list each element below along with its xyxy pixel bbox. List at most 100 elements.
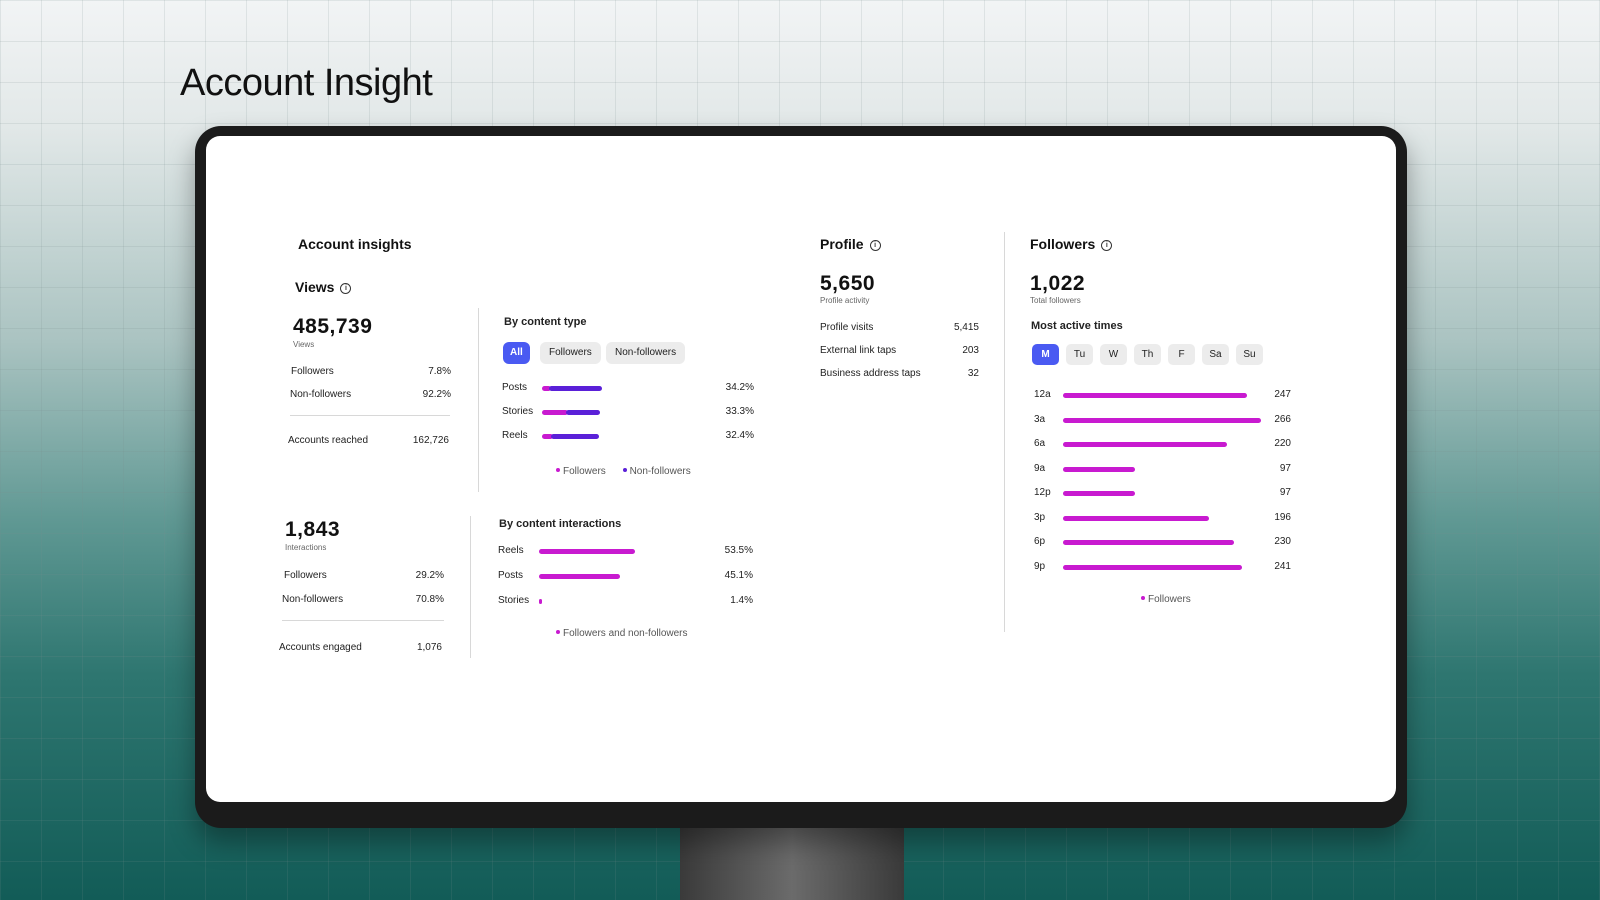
time-label-6p: 6p (1034, 536, 1046, 547)
non-followers-legend-dot (622, 468, 627, 472)
content-type-label-reels: Reels (502, 430, 528, 441)
interactions-caption: Interactions (285, 543, 327, 552)
views-total: 485,739 (293, 315, 373, 338)
active-time-value-6a: 220 (1274, 438, 1291, 449)
content-interactions-value-reels: 53.5% (724, 545, 753, 556)
non-followers-bar-reels (551, 434, 599, 439)
accounts-reached-label: Accounts reached (288, 435, 369, 446)
day-tab-w[interactable]: W (1100, 344, 1127, 365)
content-type-legend: Followers Non-followers (556, 466, 691, 477)
followers-total: 1,022 (1030, 272, 1086, 295)
followers-legend: Followers (1141, 594, 1191, 605)
monitor-stand (680, 820, 904, 900)
time-label-6a: 6a (1034, 438, 1046, 449)
divider (478, 308, 479, 492)
followers-header: Followers i (1030, 236, 1113, 252)
views-followers-value: 7.8% (428, 366, 451, 377)
monitor-screen: Account insights Views i 485,739 Views Fo… (206, 136, 1396, 802)
non-followers-bar-stories (566, 410, 601, 415)
content-type-label-stories: Stories (502, 406, 534, 417)
content-interactions-label-posts: Posts (498, 570, 524, 581)
info-icon[interactable]: i (869, 240, 881, 251)
day-tab-su[interactable]: Su (1236, 344, 1263, 365)
active-time-bar-6a (1063, 442, 1227, 447)
day-tab-m[interactable]: M (1032, 344, 1059, 365)
active-time-value-6p: 230 (1274, 536, 1291, 547)
legend-followers: Followers (563, 466, 606, 477)
accounts-engaged-label: Accounts engaged (279, 642, 362, 653)
external-link-taps-value: 203 (962, 345, 979, 356)
filter-non-followers[interactable]: Non-followers (606, 342, 686, 364)
content-interactions-label-reels: Reels (498, 545, 524, 556)
active-time-value-9p: 241 (1274, 560, 1291, 572)
divider (290, 415, 450, 416)
followers-caption: Total followers (1030, 296, 1081, 305)
followers-legend-dot (556, 468, 560, 472)
accounts-engaged-value: 1,076 (416, 642, 442, 653)
most-active-times-title: Most active times (1031, 320, 1123, 332)
interactions-followers-value: 29.2% (415, 570, 444, 581)
profile-header: Profile i (820, 236, 881, 252)
active-time-value-12a: 247 (1274, 389, 1291, 400)
content-type-value-posts: 34.2% (725, 382, 754, 393)
content-type-label-posts: Posts (502, 382, 528, 393)
profile-total: 5,650 (820, 272, 876, 295)
day-tab-th[interactable]: Th (1134, 344, 1161, 365)
interactions-total: 1,843 (285, 518, 341, 541)
active-time-bar-3a (1063, 417, 1261, 423)
time-label-3a: 3a (1034, 413, 1046, 425)
content-interactions-legend: Followers and non-followers (556, 628, 688, 639)
business-address-taps-label: Business address taps (820, 368, 921, 379)
business-address-taps-value: 32 (967, 368, 979, 379)
views-header: Views i (295, 279, 352, 295)
active-time-bar-12p (1063, 491, 1136, 496)
active-time-bar-3p (1063, 515, 1209, 521)
views-followers-label: Followers (291, 366, 334, 377)
followers-bar-stories (542, 410, 569, 415)
divider (470, 516, 471, 658)
content-interactions-value-stories: 1.4% (730, 595, 753, 606)
day-tab-sa[interactable]: Sa (1202, 344, 1229, 365)
profile-visits-value: 5,415 (953, 322, 979, 333)
day-tab-tu[interactable]: Tu (1066, 344, 1093, 365)
active-time-bar-9a (1063, 466, 1136, 472)
content-type-title: By content type (504, 316, 587, 328)
legend-dot (556, 630, 560, 634)
active-time-value-9a: 97 (1279, 462, 1291, 474)
slide-title: Account Insight (180, 62, 433, 104)
followers-header-label: Followers (1030, 236, 1096, 252)
non-followers-bar-posts (549, 386, 602, 391)
day-tab-f[interactable]: F (1168, 344, 1195, 365)
time-label-9a: 9a (1034, 462, 1046, 474)
interactions-bar-posts (539, 574, 620, 579)
content-type-value-reels: 32.4% (725, 430, 754, 441)
divider (282, 620, 444, 621)
time-label-12a: 12a (1034, 389, 1051, 400)
filter-all[interactable]: All (503, 342, 530, 364)
profile-header-label: Profile (820, 236, 864, 252)
followers-bar-posts (542, 386, 551, 391)
interactions-nonfollowers-value: 70.8% (415, 594, 444, 605)
time-label-12p: 12p (1034, 487, 1051, 498)
views-nonfollowers-label: Non-followers (290, 389, 352, 400)
interactions-followers-label: Followers (284, 570, 327, 581)
content-interactions-value-posts: 45.1% (724, 570, 753, 581)
info-icon[interactable]: i (340, 283, 352, 294)
profile-caption: Profile activity (820, 296, 870, 305)
views-caption: Views (293, 340, 315, 349)
profile-visits-label: Profile visits (820, 322, 874, 333)
interactions-bar-reels (539, 549, 635, 554)
accounts-reached-value: 162,726 (412, 435, 449, 446)
info-icon[interactable]: i (1101, 240, 1113, 251)
active-time-bar-9p (1063, 564, 1243, 570)
followers-bar-reels (542, 434, 554, 439)
legend-dot (1141, 596, 1145, 600)
interactions-nonfollowers-label: Non-followers (282, 594, 344, 605)
active-time-value-3a: 266 (1274, 413, 1291, 425)
content-type-value-stories: 33.3% (725, 406, 754, 417)
views-header-label: Views (295, 279, 335, 295)
filter-followers[interactable]: Followers (540, 342, 601, 364)
divider (1004, 232, 1005, 632)
content-interactions-label-stories: Stories (498, 595, 530, 606)
active-time-value-12p: 97 (1279, 487, 1291, 498)
